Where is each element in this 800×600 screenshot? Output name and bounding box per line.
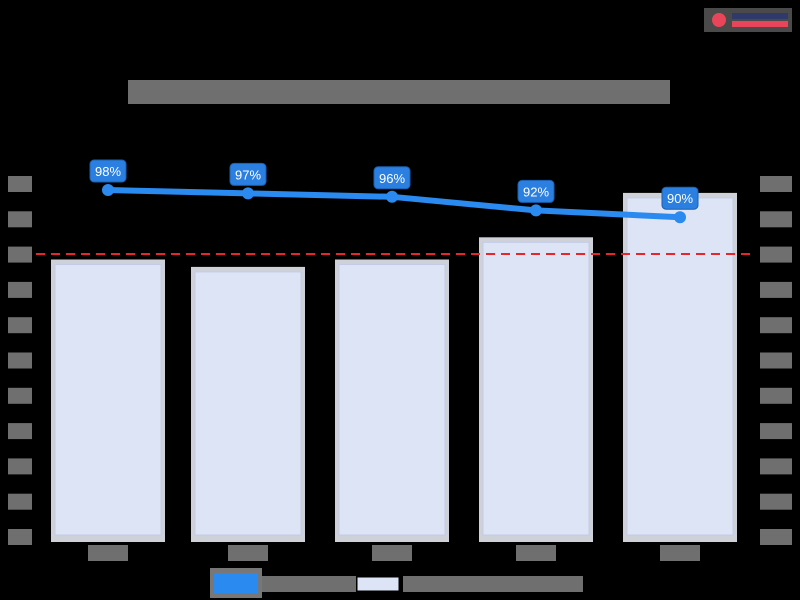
bar — [51, 259, 165, 542]
x-label-redacted — [228, 545, 268, 561]
legend-line-swatch — [214, 573, 258, 593]
line-point — [102, 184, 114, 196]
logo-text-top — [732, 13, 788, 19]
legend-bar-label-redacted — [403, 576, 583, 592]
brand-logo — [704, 8, 792, 32]
svg-text:92%: 92% — [523, 184, 549, 199]
line-point — [530, 204, 542, 217]
logo-text-bottom — [732, 21, 788, 27]
data-label: 92% — [517, 179, 555, 203]
svg-text:98%: 98% — [95, 164, 121, 179]
x-label-redacted — [660, 545, 700, 561]
x-axis-labels — [88, 545, 700, 561]
x-label-redacted — [88, 545, 128, 561]
data-label: 96% — [373, 166, 411, 190]
legend-bar-swatch — [356, 576, 400, 592]
svg-text:97%: 97% — [235, 167, 261, 182]
x-label-redacted — [516, 545, 556, 561]
data-label: 90% — [661, 186, 699, 210]
line-point — [386, 190, 398, 203]
chart-title-redacted — [128, 80, 670, 104]
legend — [210, 568, 583, 598]
bar — [335, 259, 449, 542]
line-points — [102, 184, 686, 224]
line-point — [674, 211, 686, 224]
legend-line-label-redacted — [262, 576, 356, 592]
data-label: 98% — [89, 159, 127, 183]
svg-text:90%: 90% — [667, 191, 693, 206]
bar-series — [51, 192, 737, 543]
bar — [623, 192, 737, 542]
left-axis-ticks — [8, 176, 32, 545]
data-labels: 98% 97% 96% 92% 90% — [89, 159, 699, 210]
bar — [479, 237, 593, 543]
line-point — [242, 187, 254, 200]
logo-mark-icon — [712, 13, 726, 27]
data-label: 97% — [229, 162, 267, 186]
right-axis-ticks — [760, 176, 792, 545]
bar — [191, 266, 305, 542]
x-label-redacted — [372, 545, 412, 561]
svg-text:96%: 96% — [379, 171, 405, 186]
